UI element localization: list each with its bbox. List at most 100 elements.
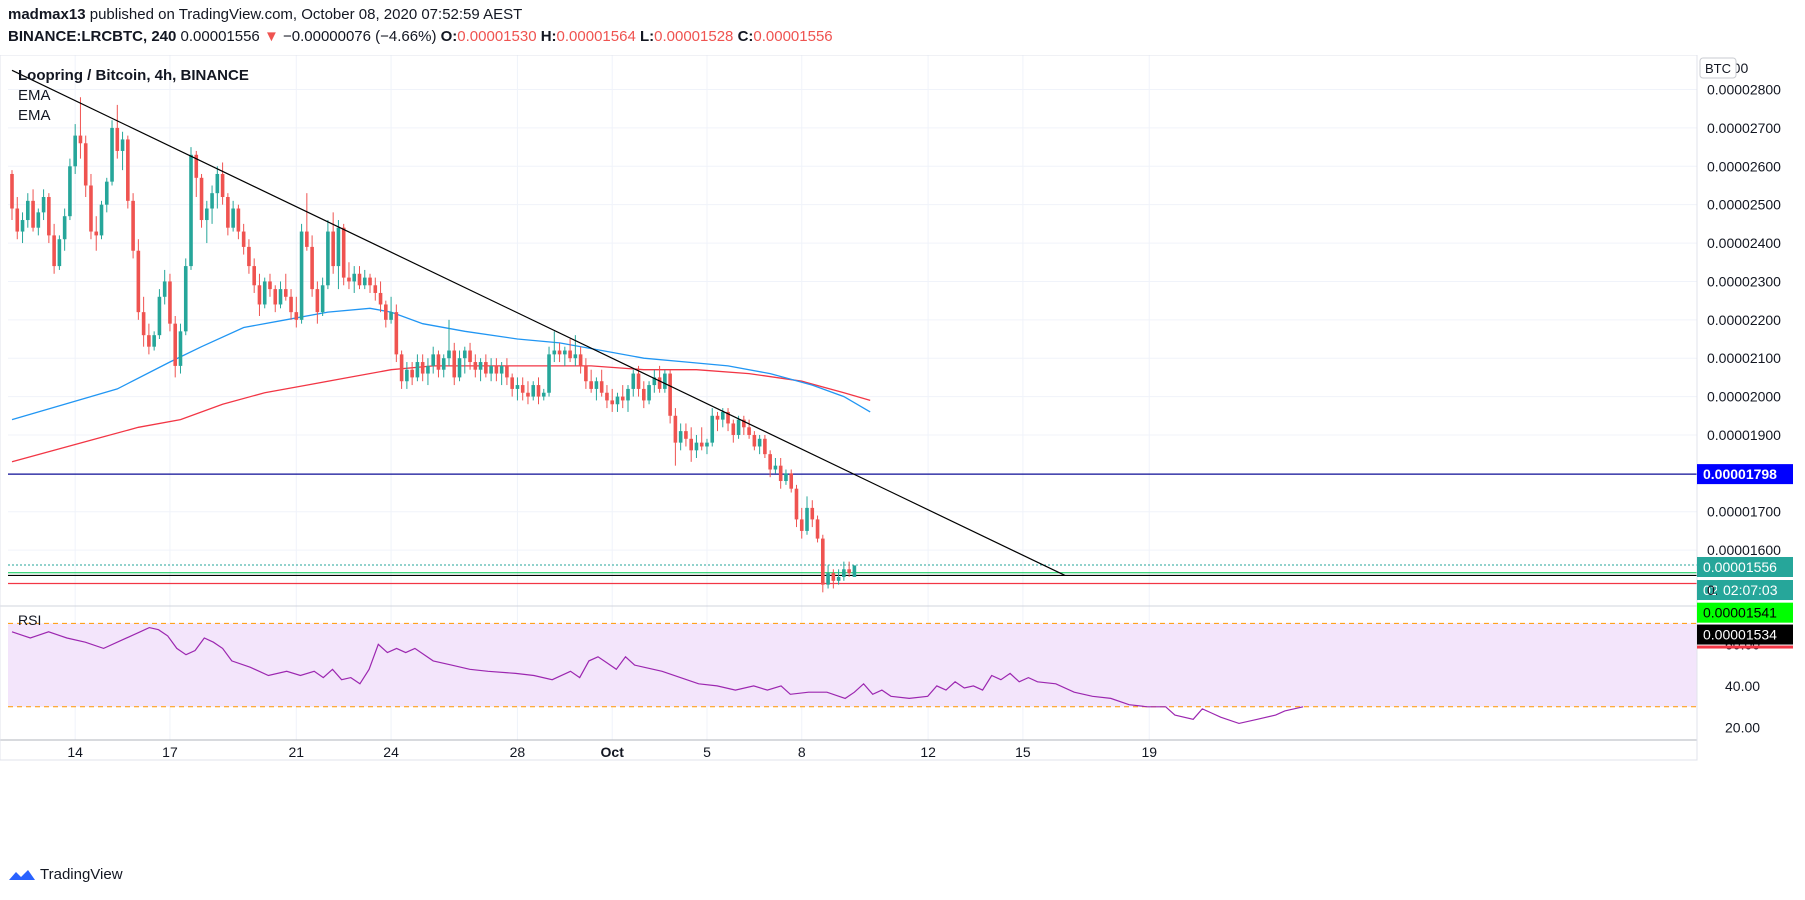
price-tag-label: 0.00001798 [1703,466,1777,482]
candle-body [384,304,388,320]
candle-body [668,373,672,416]
candle-body [736,419,741,435]
candle-body [647,385,651,401]
candle-body [673,415,678,443]
candle-body [294,312,299,320]
tradingview-logo-icon [9,869,35,880]
candle-body [462,350,467,359]
price-tick-label: 0.00002500 [1707,197,1781,213]
time-tick-label: 28 [510,744,526,760]
candle-body [626,388,630,401]
candle-body [157,296,162,336]
rsi-line [11,626,1304,725]
candle-body [742,419,746,428]
candle-body [162,281,167,297]
candle-body [320,285,325,313]
candle-body [31,200,35,228]
candle-body [341,227,346,278]
candle-body [210,193,214,209]
candle-body [715,415,720,420]
publish-info: madmax13 published on TradingView.com, O… [8,6,522,23]
last-price: 0.00001556 [180,28,260,45]
candle-body [452,350,457,378]
time-tick-label: 19 [1141,744,1157,760]
price-tag-label: 0.00001556 [1703,559,1777,575]
candle-body [168,281,172,324]
candle-body [20,220,25,232]
candle-body [115,127,120,151]
candle-body [183,266,188,332]
candle-body [104,181,109,205]
time-tick-label: Oct [601,744,625,760]
price-tick-label: 0.00002800 [1707,82,1781,98]
candle-body [131,200,135,251]
time-axis[interactable]: 14 17 21 24 28 Oct 5 8 12 15 19 [67,744,1157,760]
candle-body [631,373,636,389]
candle-body [720,411,725,420]
candle-body [25,200,30,221]
candle-body [126,139,130,201]
candle-body [615,396,620,405]
close-value: 0.00001556 [753,28,833,45]
time-tick-label: 14 [67,744,83,760]
candle-body [747,427,751,435]
candle-body [836,576,841,581]
candle-body [515,385,520,389]
trendline[interactable] [11,69,1066,576]
candle-body [352,273,357,282]
brand-name[interactable]: TradingView [40,866,123,883]
candle-body [136,250,141,313]
candle-body [594,381,599,389]
author-name[interactable]: madmax13 [8,6,86,23]
candle-body [68,166,72,217]
candle-body [57,239,62,267]
candle-body [842,569,846,577]
candle-body [436,354,441,370]
candle-body [642,388,646,401]
price-tick-label: 0.00002400 [1707,235,1781,251]
candle-body [826,573,830,585]
candle-body [794,488,799,520]
candle-body [752,434,757,447]
candle-body [326,231,330,286]
price-axis[interactable]: 0.00002800 0.00002700 0.00002600 0.00002500… [1707,82,1781,559]
horizontal-levels [8,473,1697,585]
candle-body [605,392,609,401]
candle-body [178,331,183,366]
candle-body [678,431,683,443]
candle-body [552,350,557,355]
candle-body [473,362,478,370]
price-tick-label: 0.00001600 [1707,542,1781,558]
candle-body [536,385,541,397]
rsi-band [8,623,1697,707]
candle-body [252,266,256,286]
candle-body [373,285,378,293]
red-level-tag [1697,645,1793,649]
candle-body [710,415,715,443]
candle-body [726,411,730,424]
publish-text: published on TradingView.com, October 08… [89,6,523,23]
candle-body [368,277,372,286]
candle-body [305,231,309,247]
currency-badge[interactable]: BTC [1699,57,1737,79]
open-value: 0.00001530 [457,28,537,45]
chart-title: Loopring / Bitcoin, 4h, BINANCE [18,67,249,84]
candle-body [584,365,588,382]
candle-body [494,365,499,374]
price-tick-label: 0.00002200 [1707,312,1781,328]
candle-body [620,396,625,401]
candle-body [778,465,783,482]
rsi-tick-label: 40.00 [1725,678,1760,694]
candle-body [52,235,56,267]
price-tick-label: 0.00002100 [1707,350,1781,366]
candle-body [599,381,604,393]
low-value: 0.00001528 [654,28,734,45]
chart-canvas[interactable]: 0.00002800 0.00002700 0.00002600 0.00002500… [0,55,1805,858]
candle-body [357,273,362,286]
candle-body [568,350,572,359]
axes [0,55,1698,761]
time-tick-label: 24 [383,744,399,760]
candle-body [468,350,472,363]
candle-body [573,354,578,359]
